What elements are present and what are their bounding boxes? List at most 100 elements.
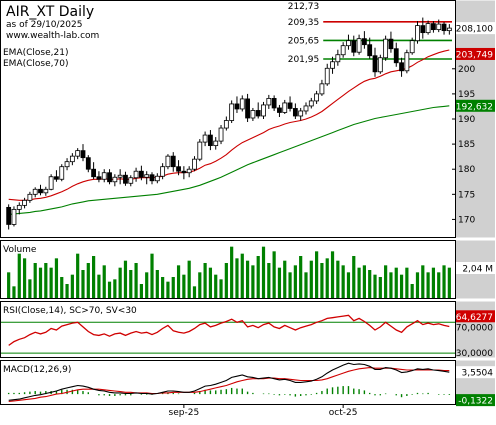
- volume-bar: [97, 274, 101, 298]
- volume-bar: [251, 265, 255, 298]
- candle-body: [112, 176, 118, 183]
- candle-body: [425, 23, 431, 34]
- candle-body: [261, 104, 266, 117]
- candle-body: [308, 100, 314, 107]
- candle-body: [208, 134, 213, 147]
- volume-bar: [405, 267, 409, 298]
- macd-signal-last-label: -0,1322: [458, 397, 493, 407]
- volume-bar: [357, 267, 361, 298]
- volume-bar: [176, 265, 181, 298]
- volume-bar: [256, 256, 260, 298]
- volume-bar: [315, 251, 319, 298]
- macd-signal-line: [8, 367, 450, 403]
- candle-body: [38, 188, 43, 194]
- price-tick-label: 180: [458, 165, 475, 175]
- volume-bar: [139, 284, 143, 298]
- candle-body: [85, 157, 91, 170]
- candle-body: [176, 166, 181, 172]
- volume-bar: [346, 272, 351, 298]
- candle-body: [16, 204, 22, 210]
- volume-bar: [272, 251, 276, 298]
- price-tick-label: 175: [458, 190, 475, 200]
- volume-bar: [70, 274, 74, 298]
- volume-bar: [150, 253, 154, 298]
- date-tick-label: oct-25: [329, 408, 358, 418]
- volume-bar: [92, 256, 96, 298]
- candle-body: [197, 141, 203, 160]
- candle-body: [154, 175, 160, 182]
- candle-body: [351, 40, 357, 53]
- candle-body: [377, 57, 383, 73]
- volume-bar: [415, 272, 420, 298]
- candle-body: [186, 168, 192, 174]
- volume-bar: [341, 265, 345, 298]
- candle-body: [277, 107, 282, 113]
- ema70-last-label: 192,632: [456, 102, 493, 112]
- price-tick-label: 170: [458, 215, 475, 225]
- candle-body: [165, 155, 171, 168]
- volume-bar: [38, 267, 43, 298]
- price-tick-label: 200: [458, 65, 475, 75]
- candle-body: [340, 45, 346, 56]
- candle-body: [372, 55, 378, 73]
- candle-body: [6, 206, 12, 225]
- volume-bar: [113, 279, 117, 298]
- candle-body: [123, 174, 128, 184]
- volume-panel: [0, 240, 456, 299]
- candle-body: [446, 27, 452, 32]
- candle-body: [271, 98, 277, 109]
- level-label: 205,65: [288, 36, 320, 46]
- ema70-line: [8, 105, 450, 215]
- rsi-upper-label: 70,0000: [456, 323, 493, 333]
- volume-title: Volume: [3, 245, 37, 255]
- ema21-last-label: 203,749: [456, 50, 493, 60]
- volume-bar: [426, 272, 430, 298]
- candle-body: [303, 105, 309, 112]
- level-label: 201,95: [288, 55, 320, 65]
- candle-body: [346, 40, 351, 47]
- volume-bar: [102, 265, 106, 298]
- volume-bar: [86, 263, 90, 298]
- volume-bar: [65, 284, 69, 298]
- candle-body: [245, 98, 250, 119]
- volume-series: [7, 246, 451, 298]
- candle-body: [170, 155, 176, 168]
- macd-last-label: 3,5504: [462, 369, 494, 379]
- top-price-label: 212,73: [288, 2, 320, 12]
- volume-bar: [373, 274, 377, 298]
- rsi-last-label: 64,6277: [456, 313, 493, 323]
- volume-bar: [123, 260, 128, 298]
- price-tick-label: 195: [458, 90, 475, 100]
- candle-body: [298, 110, 304, 117]
- volume-bar: [293, 265, 297, 298]
- candle-body: [319, 83, 325, 95]
- volume-bar: [187, 260, 191, 298]
- volume-bar: [240, 253, 244, 298]
- candle-body: [96, 176, 102, 180]
- chart-title: AIR_XT Daily: [6, 4, 94, 20]
- candle-body: [117, 174, 123, 178]
- volume-bar: [304, 272, 308, 298]
- volume-bar: [12, 286, 16, 298]
- macd-line: [8, 362, 450, 401]
- candle-body: [335, 54, 341, 63]
- rsi-series: [1, 314, 455, 354]
- volume-bar: [134, 263, 138, 298]
- candle-body: [144, 174, 150, 178]
- volume-bar: [17, 253, 21, 298]
- candle-body: [149, 174, 155, 182]
- candle-body: [324, 67, 330, 85]
- volume-last-label: 2,04 M: [462, 265, 493, 275]
- macd-signal-last-label-bg: [456, 394, 495, 407]
- candle-body: [138, 170, 144, 178]
- volume-bar: [309, 260, 313, 298]
- volume-bar: [214, 274, 218, 298]
- candle-body: [436, 23, 442, 31]
- volume-bar: [203, 263, 207, 298]
- candle-body: [48, 176, 54, 190]
- volume-bar: [394, 267, 398, 298]
- volume-bar: [267, 263, 271, 298]
- candle-body: [404, 52, 410, 72]
- legend-ema70: EMA(Close,70): [3, 59, 68, 69]
